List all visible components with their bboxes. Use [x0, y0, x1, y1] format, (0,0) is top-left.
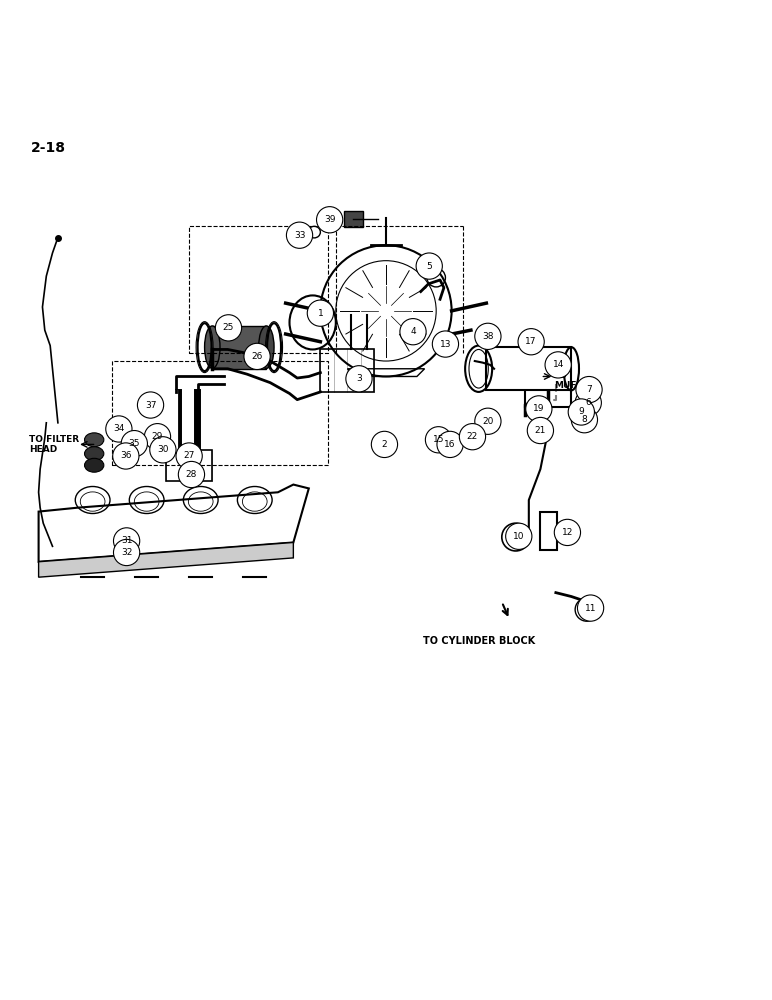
Text: 13: 13 [440, 340, 451, 349]
Circle shape [576, 376, 602, 403]
Circle shape [121, 431, 147, 457]
Circle shape [137, 392, 164, 418]
Circle shape [425, 427, 452, 453]
Ellipse shape [259, 326, 274, 368]
Text: 9: 9 [578, 407, 584, 416]
Circle shape [113, 539, 140, 566]
Circle shape [346, 366, 372, 392]
Circle shape [526, 396, 552, 422]
Text: TO
MUFFLER: TO MUFFLER [554, 371, 601, 390]
Circle shape [554, 519, 581, 546]
Bar [486, 347, 571, 390]
Circle shape [506, 523, 532, 549]
Text: 31: 31 [121, 536, 132, 545]
Text: 17: 17 [526, 337, 537, 346]
Text: 28: 28 [186, 470, 197, 479]
Text: 14: 14 [553, 360, 564, 369]
Text: 27: 27 [184, 451, 195, 460]
Text: 26: 26 [252, 352, 262, 361]
Bar [212, 326, 266, 369]
Text: 25: 25 [223, 323, 234, 332]
Circle shape [178, 461, 205, 488]
Circle shape [416, 253, 442, 279]
Circle shape [150, 437, 176, 463]
Circle shape [527, 417, 554, 444]
Ellipse shape [85, 447, 103, 461]
Ellipse shape [85, 433, 103, 447]
Circle shape [215, 315, 242, 341]
Circle shape [459, 424, 486, 450]
Text: 35: 35 [129, 439, 140, 448]
Circle shape [113, 528, 140, 554]
Circle shape [437, 431, 463, 458]
Circle shape [307, 300, 334, 326]
Text: 6: 6 [585, 398, 591, 407]
Bar [189, 226, 328, 353]
Text: 20: 20 [482, 417, 493, 426]
Circle shape [371, 431, 398, 458]
Text: 2-18: 2-18 [31, 141, 66, 155]
Circle shape [106, 416, 132, 442]
Bar [112, 361, 328, 465]
Text: 7: 7 [586, 385, 592, 394]
Circle shape [575, 390, 601, 416]
Text: 21: 21 [535, 426, 546, 435]
Circle shape [568, 399, 594, 425]
Text: 4: 4 [410, 327, 416, 336]
Text: 30: 30 [157, 445, 168, 454]
Circle shape [475, 408, 501, 434]
Text: 36: 36 [120, 451, 131, 460]
Text: 3: 3 [356, 374, 362, 383]
Text: 10: 10 [513, 532, 524, 541]
Ellipse shape [205, 326, 220, 368]
Bar [166, 450, 212, 481]
Text: 39: 39 [324, 215, 335, 224]
Text: 22: 22 [467, 432, 478, 441]
Circle shape [545, 352, 571, 378]
Circle shape [475, 323, 501, 349]
Circle shape [176, 443, 202, 469]
Text: 19: 19 [533, 404, 544, 413]
Circle shape [400, 319, 426, 345]
Circle shape [432, 331, 459, 357]
Circle shape [571, 407, 598, 433]
Text: 15: 15 [433, 435, 444, 444]
Circle shape [577, 595, 604, 621]
Text: 8: 8 [581, 415, 587, 424]
Text: 38: 38 [482, 332, 493, 341]
Circle shape [317, 207, 343, 233]
Text: 1: 1 [317, 309, 323, 318]
Bar [344, 211, 363, 227]
Text: 33: 33 [294, 231, 305, 240]
Text: 37: 37 [145, 401, 156, 410]
Ellipse shape [85, 458, 103, 472]
Circle shape [113, 443, 139, 469]
Circle shape [518, 329, 544, 355]
Text: 2: 2 [381, 440, 388, 449]
Text: 16: 16 [445, 440, 455, 449]
Text: TO CYLINDER BLOCK: TO CYLINDER BLOCK [422, 636, 535, 646]
Circle shape [144, 424, 171, 450]
Text: 12: 12 [562, 528, 573, 537]
Bar [320, 349, 374, 392]
Polygon shape [39, 542, 293, 577]
Circle shape [286, 222, 313, 248]
Text: 11: 11 [585, 604, 596, 613]
Text: TO FILTER
HEAD: TO FILTER HEAD [29, 435, 80, 454]
Bar [540, 512, 557, 550]
Text: 5: 5 [426, 262, 432, 271]
Circle shape [244, 343, 270, 370]
Text: 32: 32 [121, 548, 132, 557]
Text: 34: 34 [113, 424, 124, 433]
Text: 29: 29 [152, 432, 163, 441]
